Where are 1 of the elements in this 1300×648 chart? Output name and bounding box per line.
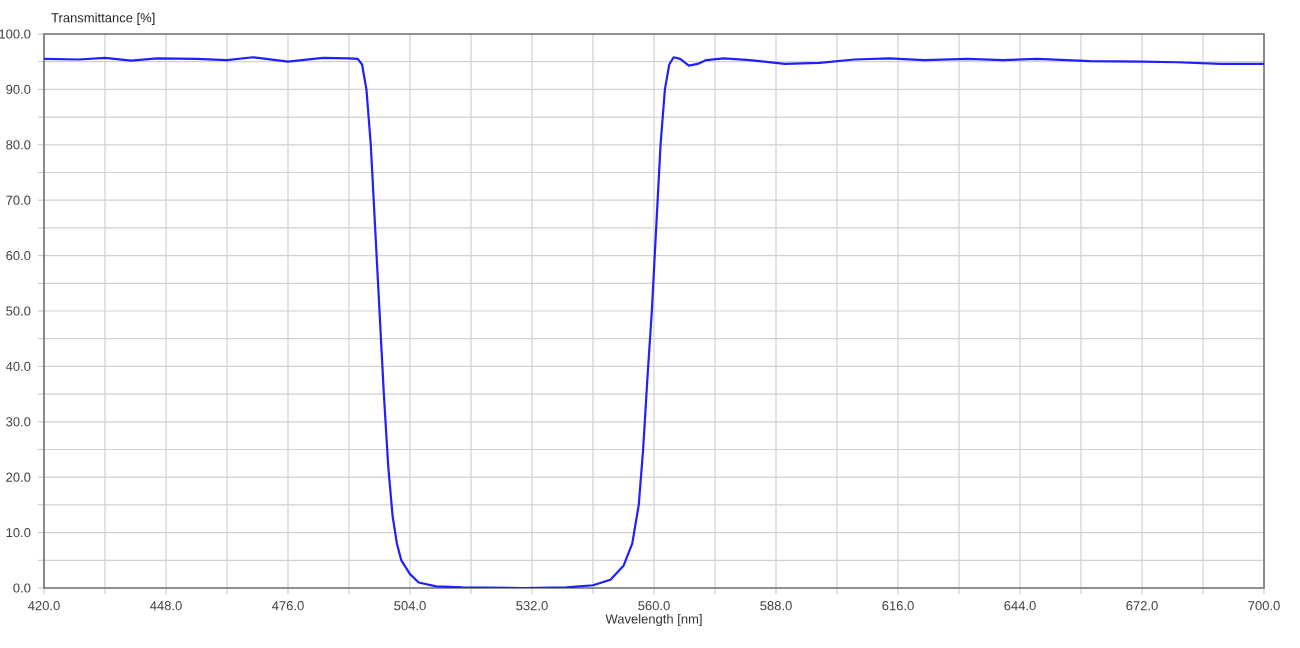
line-series	[44, 56, 1265, 588]
